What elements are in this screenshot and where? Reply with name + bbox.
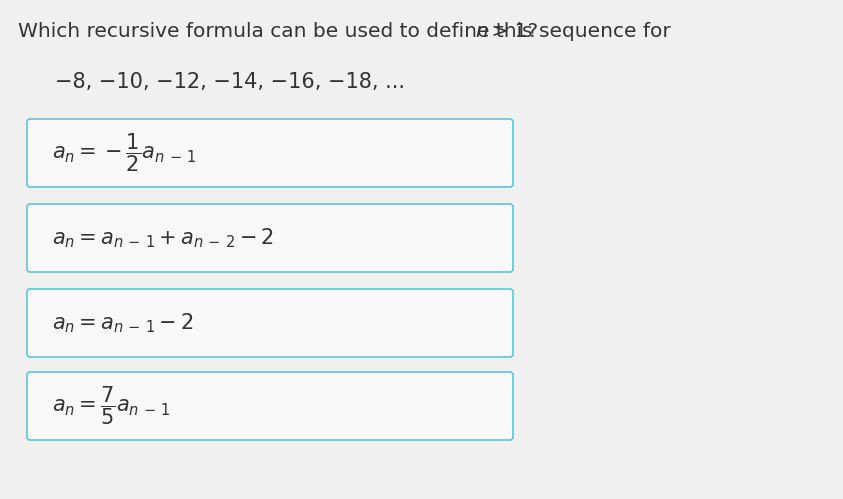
FancyBboxPatch shape <box>27 204 513 272</box>
Text: $a_n = a_{n\,-\,1} - 2$: $a_n = a_{n\,-\,1} - 2$ <box>52 311 194 335</box>
FancyBboxPatch shape <box>27 119 513 187</box>
Text: $a_n = \dfrac{7}{5}a_{n\,-\,1}$: $a_n = \dfrac{7}{5}a_{n\,-\,1}$ <box>52 385 171 427</box>
Text: $a_n = -\dfrac{1}{2}a_{n\,-\,1}$: $a_n = -\dfrac{1}{2}a_{n\,-\,1}$ <box>52 132 196 174</box>
Text: > 1?: > 1? <box>485 22 538 41</box>
FancyBboxPatch shape <box>27 289 513 357</box>
Text: Which recursive formula can be used to define this sequence for: Which recursive formula can be used to d… <box>18 22 677 41</box>
FancyBboxPatch shape <box>27 372 513 440</box>
Text: n: n <box>475 22 488 41</box>
Text: −8, −10, −12, −14, −16, −18, ...: −8, −10, −12, −14, −16, −18, ... <box>55 72 405 92</box>
Text: $a_n = a_{n\,-\,1} + a_{n\,-\,2} - 2$: $a_n = a_{n\,-\,1} + a_{n\,-\,2} - 2$ <box>52 226 274 250</box>
